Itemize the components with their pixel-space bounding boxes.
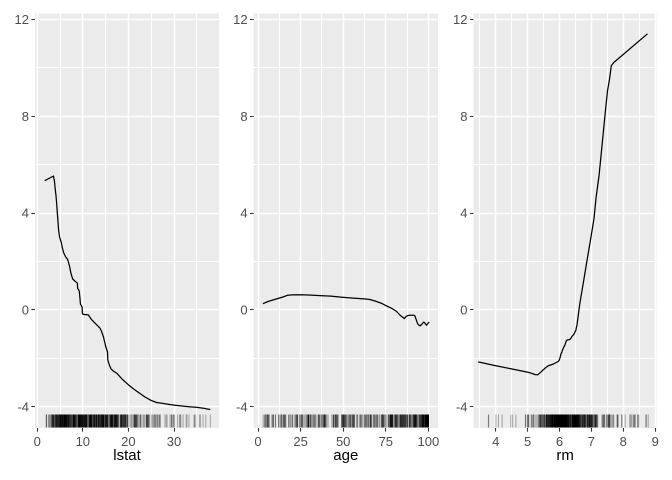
- svg-text:100: 100: [418, 434, 440, 449]
- svg-text:-4: -4: [236, 399, 248, 414]
- svg-text:25: 25: [293, 434, 307, 449]
- svg-text:-4: -4: [17, 399, 29, 414]
- svg-text:12: 12: [453, 12, 467, 27]
- svg-text:12: 12: [15, 12, 29, 27]
- svg-text:20: 20: [121, 434, 135, 449]
- svg-text:0: 0: [240, 303, 247, 318]
- svg-text:0: 0: [34, 434, 41, 449]
- svg-text:8: 8: [22, 109, 29, 124]
- svg-text:0: 0: [254, 434, 261, 449]
- svg-text:7: 7: [588, 434, 595, 449]
- svg-text:5: 5: [524, 434, 531, 449]
- svg-text:age: age: [333, 447, 358, 464]
- svg-text:50: 50: [336, 434, 350, 449]
- svg-text:0: 0: [460, 303, 467, 318]
- svg-text:75: 75: [379, 434, 393, 449]
- svg-text:4: 4: [492, 434, 499, 449]
- svg-text:9: 9: [652, 434, 659, 449]
- svg-text:12: 12: [233, 12, 247, 27]
- svg-text:8: 8: [620, 434, 627, 449]
- svg-text:30: 30: [167, 434, 181, 449]
- svg-text:10: 10: [76, 434, 90, 449]
- svg-text:-4: -4: [456, 399, 468, 414]
- svg-text:0: 0: [22, 303, 29, 318]
- svg-text:6: 6: [556, 434, 563, 449]
- svg-text:lstat: lstat: [113, 447, 141, 464]
- svg-text:8: 8: [460, 109, 467, 124]
- svg-text:8: 8: [240, 109, 247, 124]
- svg-text:4: 4: [460, 206, 467, 221]
- svg-text:4: 4: [240, 206, 247, 221]
- svg-text:rm: rm: [556, 447, 574, 464]
- svg-text:4: 4: [22, 206, 29, 221]
